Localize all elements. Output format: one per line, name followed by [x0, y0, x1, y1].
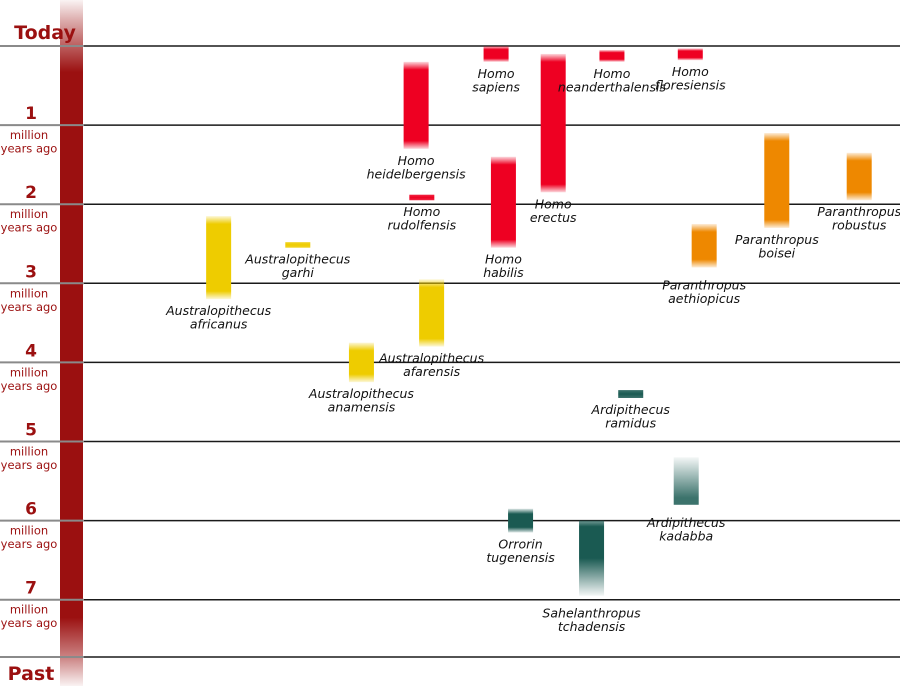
tick-unit-label: years ago [1, 300, 58, 314]
tick-unit-label: years ago [1, 221, 58, 235]
tick-label: 2 [25, 183, 37, 203]
tick-unit-label: years ago [1, 537, 58, 551]
tick-label: 7 [25, 579, 37, 599]
tick-unit-label: million [10, 128, 48, 142]
tick-unit-label: million [10, 603, 48, 617]
species-bar-orrorin-tugenensis [508, 508, 534, 533]
species-bar-homo-erectus [540, 53, 566, 193]
species-bar-australopithecus-garhi [285, 242, 311, 248]
species-label-homo-heidelbergensis: Homo heidelbergensis [367, 153, 466, 182]
species-label-australopithecus-africanus: Australopithecus africanus [165, 303, 272, 332]
tick-unit-label: million [10, 445, 48, 459]
species-label-homo-neanderthalensis: Homo neanderthalensis [558, 66, 667, 95]
species-bar-paranthropus-boisei [764, 133, 790, 228]
tick-label: 3 [25, 262, 37, 282]
timeline-axis [60, 0, 83, 686]
species-label-australopithecus-garhi: Australopithecus garhi [244, 252, 351, 281]
species-bar-paranthropus-aethiopicus [691, 223, 717, 268]
species-bar-homo-heidelbergensis [403, 61, 429, 149]
species-bar-ardipithecus-ramidus [618, 390, 644, 398]
past-label: Past [8, 663, 55, 685]
species-bar-australopithecus-africanus [206, 216, 232, 300]
species-bar-australopithecus-afarensis [419, 279, 445, 347]
species-bar-homo-rudolfensis [409, 194, 435, 201]
species-bar-homo-sapiens [483, 46, 509, 62]
tick-label: 1 [25, 104, 37, 124]
species-label-australopithecus-anamensis: Australopithecus anamensis [308, 386, 415, 415]
species-label-ardipithecus-kadabba: Ardipithecus kadabba [646, 515, 726, 544]
tick-unit-label: million [10, 286, 48, 300]
tick-unit-label: million [10, 524, 48, 538]
tick-label: 4 [25, 341, 37, 361]
species-label-homo-floresiensis: Homo floresiensis [655, 64, 726, 93]
species-bar-ardipithecus-kadabba [673, 457, 699, 505]
species-label-orrorin-tugenensis: Orrorin tugenensis [486, 536, 555, 565]
tick-label: 6 [25, 500, 37, 520]
species-label-paranthropus-robustus: Paranthropus robustus [817, 204, 900, 233]
species-label-ardipithecus-ramidus: Ardipithecus ramidus [591, 402, 671, 431]
species-bar-paranthropus-robustus [846, 152, 872, 201]
tick-unit-label: years ago [1, 616, 58, 630]
today-label: Today [14, 22, 76, 44]
tick-unit-label: million [10, 207, 48, 221]
species-label-paranthropus-aethiopicus: Paranthropus aethiopicus [662, 277, 746, 306]
species-bar-homo-floresiensis [677, 48, 703, 61]
species-label-homo-habilis: Homo habilis [483, 252, 524, 281]
species-label-homo-sapiens: Homo sapiens [472, 66, 520, 95]
species-bar-homo-habilis [490, 156, 516, 248]
tick-unit-label: million [10, 365, 48, 379]
species-label-australopithecus-afarensis: Australopithecus afarensis [378, 351, 485, 380]
tick-label: 5 [25, 421, 37, 441]
species-label-homo-rudolfensis: Homo rudolfensis [388, 204, 457, 233]
timeline-bar [60, 0, 83, 686]
species-bar-australopithecus-anamensis [348, 342, 374, 383]
species-label-sahelanthropus-tchadensis: Sahelanthropus tchadensis [542, 606, 641, 635]
tick-unit-label: years ago [1, 379, 58, 393]
tick-unit-label: years ago [1, 142, 58, 156]
species-bars [206, 46, 872, 596]
species-bar-homo-neanderthalensis [599, 49, 625, 62]
species-bar-sahelanthropus-tchadensis [579, 520, 605, 596]
species-label-homo-erectus: Homo erectus [530, 196, 577, 225]
tick-unit-label: years ago [1, 458, 58, 472]
species-label-paranthropus-boisei: Paranthropus boisei [735, 232, 819, 261]
